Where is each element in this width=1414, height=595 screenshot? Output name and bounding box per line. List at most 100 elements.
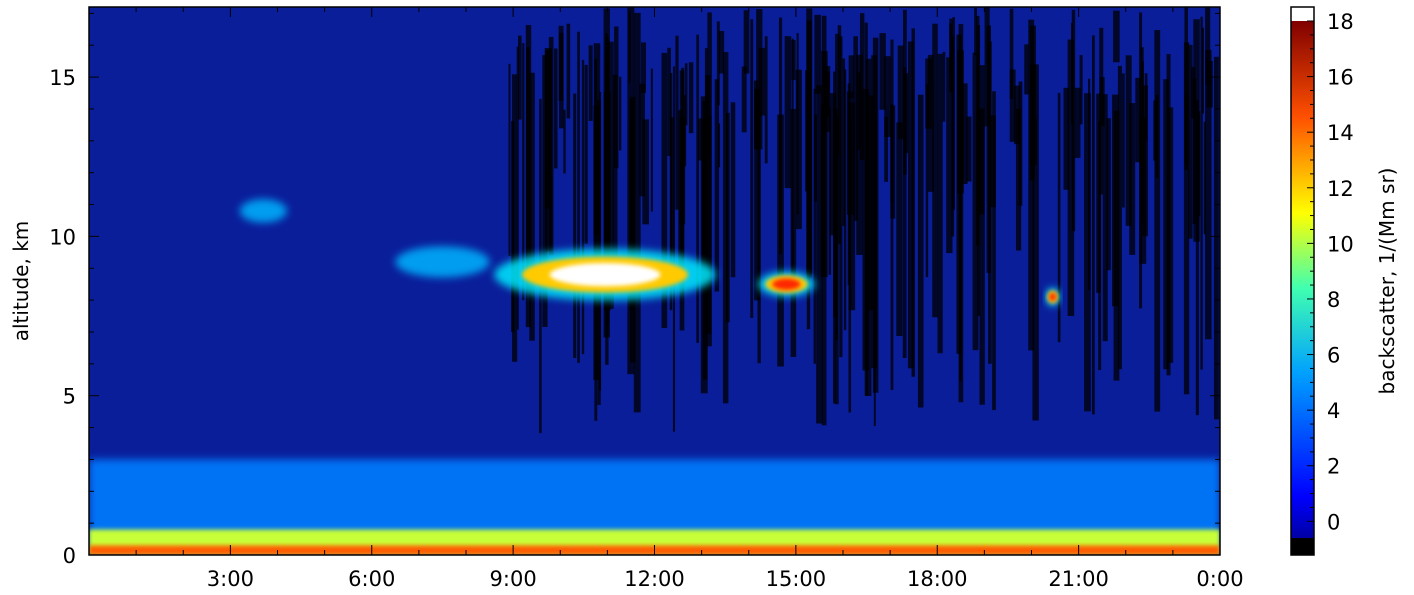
noise-streak [1032, 64, 1039, 421]
noise-streak [516, 46, 519, 330]
noise-streak [821, 15, 827, 426]
noise-streak [522, 43, 525, 301]
noise-streak [949, 23, 953, 74]
colorbar-tick-label: 16 [1327, 66, 1354, 90]
noise-streak [843, 69, 847, 331]
noise-streak [966, 116, 972, 182]
noise-streak [842, 58, 846, 226]
colorbar-tick-label: 14 [1327, 121, 1354, 145]
noise-streak [984, 7, 990, 127]
noise-streak [791, 38, 794, 290]
noise-streak [667, 47, 671, 157]
noise-streak [1113, 110, 1120, 381]
noise-streak [593, 43, 601, 235]
noise-streak [839, 36, 843, 358]
noise-streak [897, 45, 904, 140]
noise-streak [1183, 42, 1190, 395]
noise-streak [1205, 7, 1211, 85]
cirrus-halo [239, 199, 287, 223]
noise-streak [946, 57, 953, 254]
noise-streak [508, 63, 511, 256]
noise-streak [702, 100, 708, 380]
noise-streak [853, 36, 858, 221]
noise-streak [835, 33, 840, 156]
noise-streak [1092, 35, 1095, 415]
noise-streak [814, 14, 821, 94]
x-tick-label: 15:00 [766, 567, 827, 591]
noise-streak [630, 96, 636, 363]
noise-streak [1014, 85, 1021, 145]
noise-streak [902, 67, 907, 359]
noise-streak [718, 30, 725, 74]
colorbar-under-color [1291, 538, 1314, 555]
noise-streak [1063, 87, 1070, 190]
noise-streak [633, 12, 641, 413]
noise-streak [1200, 16, 1203, 370]
noise-streak [1135, 77, 1142, 163]
y-axis-label: altitude, km [9, 221, 33, 342]
colorbar-tick-label: 18 [1327, 10, 1354, 34]
noise-streak [1057, 92, 1061, 343]
y-tick-label: 15 [49, 66, 76, 90]
noise-streak [1067, 39, 1075, 317]
noise-streak [642, 119, 649, 225]
noise-streak [1099, 77, 1105, 126]
cirrus-halo [395, 246, 490, 278]
x-tick-label: 21:00 [1048, 567, 1109, 591]
noise-streak [707, 12, 712, 347]
noise-streak [1205, 49, 1212, 340]
noise-streak [879, 33, 886, 110]
noise-streak [813, 88, 816, 364]
noise-streak [1184, 95, 1189, 164]
colorbar: 0 2 4 6 8 10 12 14 16 18 [1290, 6, 1354, 556]
colorbar-tick-label: 10 [1327, 232, 1354, 256]
noise-streak [756, 9, 763, 150]
cirrus-peak [772, 278, 801, 290]
noise-streak [778, 17, 783, 255]
noise-streak [942, 51, 946, 122]
colorbar-tick-label: 4 [1327, 399, 1340, 423]
noise-streak [956, 34, 962, 354]
noise-streak [896, 122, 903, 337]
noise-streak [688, 62, 694, 134]
noise-streak [722, 52, 729, 404]
noise-streak [598, 91, 602, 391]
noise-streak [828, 107, 831, 275]
noise-streak [544, 48, 552, 209]
noise-streak [1098, 121, 1102, 371]
noise-streak [512, 74, 518, 362]
noise-streak [784, 36, 792, 189]
noise-streak [961, 83, 968, 184]
noise-streak [1139, 12, 1143, 309]
noise-streak [1201, 27, 1205, 114]
noise-streak [848, 55, 855, 99]
noise-streak [1125, 55, 1132, 226]
noise-streak [714, 79, 720, 292]
cirrus-peak [549, 263, 661, 287]
noise-streak [684, 94, 687, 167]
noise-streak [641, 42, 647, 93]
y-tick-label: 5 [63, 385, 76, 409]
x-tick-label: 3:00 [207, 567, 254, 591]
plot-area [89, 7, 1220, 555]
noise-streak [1079, 55, 1083, 125]
noise-streak [911, 28, 915, 377]
noise-region [508, 7, 1219, 434]
colorbar-tick-label: 12 [1327, 177, 1354, 201]
noise-streak [890, 105, 896, 219]
noise-streak [608, 41, 614, 309]
noise-streak [976, 108, 980, 212]
x-tick-label: 9:00 [490, 567, 537, 591]
noise-streak [925, 58, 933, 129]
noise-streak [661, 52, 668, 329]
noise-streak [593, 105, 600, 381]
noise-streak [757, 109, 761, 364]
noise-streak [716, 21, 720, 106]
noise-streak [1188, 44, 1193, 239]
colorbar-tick-label: 0 [1327, 510, 1340, 534]
noise-streak [1028, 19, 1035, 351]
noise-streak [741, 66, 747, 133]
noise-streak [566, 23, 571, 119]
noise-streak [730, 102, 736, 278]
